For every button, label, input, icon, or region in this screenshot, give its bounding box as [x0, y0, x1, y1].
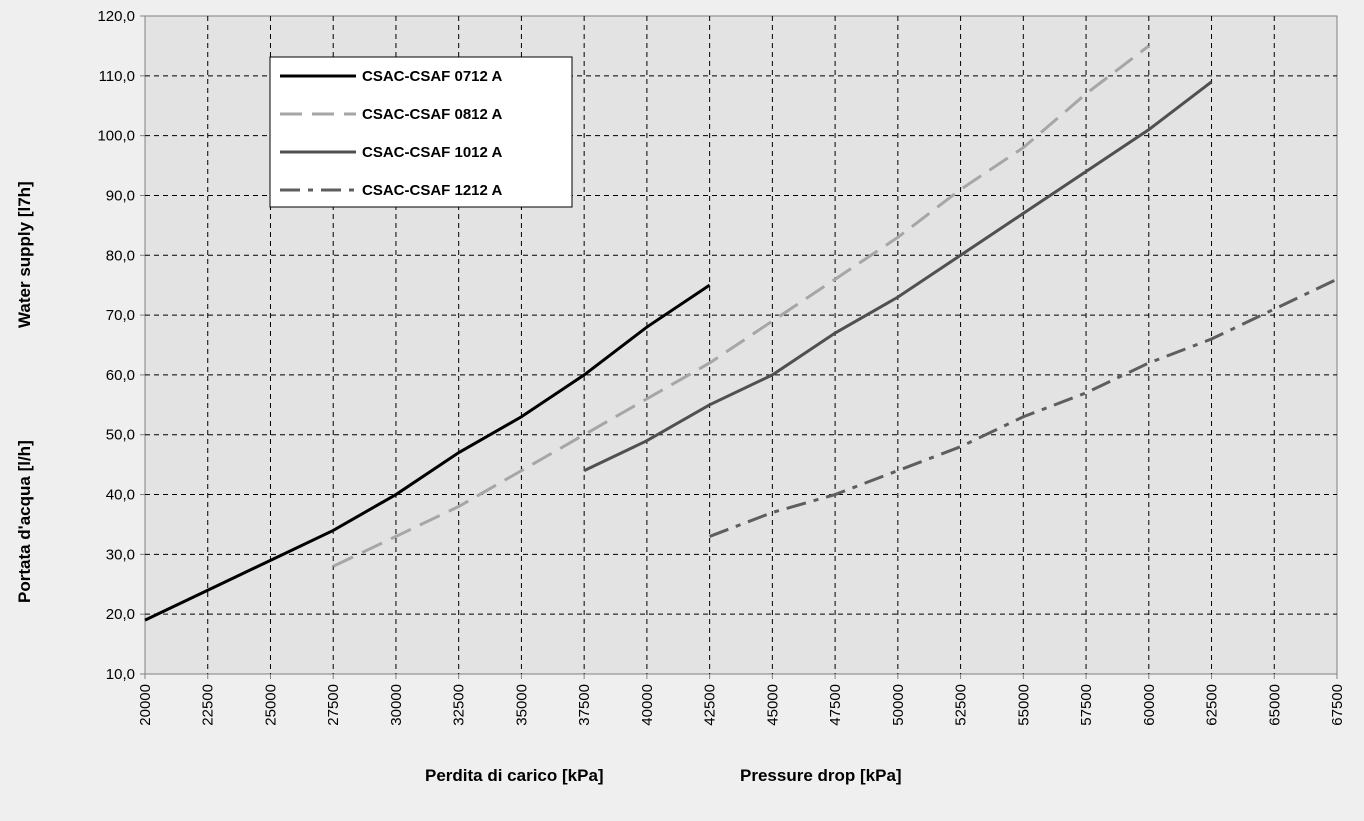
x-tick-label: 30000 — [388, 684, 405, 726]
x-tick-label: 50000 — [890, 684, 907, 726]
x-tick-label: 55000 — [1015, 684, 1032, 726]
y-axis-title: Water supply [l7h] — [15, 181, 34, 328]
x-axis-title: Perdita di carico [kPa] — [425, 766, 604, 785]
legend-label: CSAC-CSAF 0712 A — [362, 68, 502, 85]
x-tick-label: 47500 — [827, 684, 844, 726]
series-line — [583, 80, 1213, 472]
y-tick-label: 120,0 — [97, 8, 135, 25]
y-tick-label: 50,0 — [106, 427, 135, 444]
y-tick-label: 90,0 — [106, 187, 135, 204]
x-tick-label: 32500 — [451, 684, 468, 726]
x-tick-label: 37500 — [576, 684, 593, 726]
x-tick-label: 25000 — [262, 684, 279, 726]
x-tick-label: 67500 — [1329, 684, 1346, 726]
y-axis-title: Portata d'acqua [l/h] — [15, 440, 34, 603]
x-tick-label: 35000 — [513, 684, 530, 726]
x-tick-label: 20000 — [137, 684, 154, 726]
x-tick-label: 52500 — [953, 684, 970, 726]
x-tick-label: 22500 — [200, 684, 217, 726]
x-tick-label: 57500 — [1078, 684, 1095, 726]
legend-box — [269, 56, 573, 208]
series-line — [709, 277, 1338, 538]
y-tick-label: 30,0 — [106, 546, 135, 563]
y-tick-label: 60,0 — [106, 367, 135, 384]
x-tick-label: 65000 — [1266, 684, 1283, 726]
x-tick-label: 27500 — [325, 684, 342, 726]
x-tick-label: 60000 — [1141, 684, 1158, 726]
legend-label: CSAC-CSAF 1012 A — [362, 144, 502, 161]
x-axis-title: Pressure drop [kPa] — [740, 766, 902, 785]
legend-label: CSAC-CSAF 1212 A — [362, 182, 502, 199]
y-tick-label: 80,0 — [106, 247, 135, 264]
y-tick-label: 70,0 — [106, 307, 135, 324]
y-tick-label: 40,0 — [106, 487, 135, 504]
y-tick-label: 10,0 — [106, 666, 135, 683]
x-tick-label: 62500 — [1204, 684, 1221, 726]
x-tick-label: 42500 — [702, 684, 719, 726]
legend: CSAC-CSAF 0712 A CSAC-CSAF 0812 A CSAC-CSA… — [269, 56, 573, 208]
y-tick-label: 110,0 — [99, 68, 135, 85]
x-tick-label: 40000 — [639, 684, 656, 726]
y-tick-label: 100,0 — [97, 128, 135, 145]
x-tick-label: 45000 — [764, 684, 781, 726]
series-line — [332, 44, 1150, 568]
y-tick-label: 20,0 — [106, 606, 135, 623]
legend-label: CSAC-CSAF 0812 A — [362, 106, 502, 123]
series-line — [144, 283, 711, 622]
